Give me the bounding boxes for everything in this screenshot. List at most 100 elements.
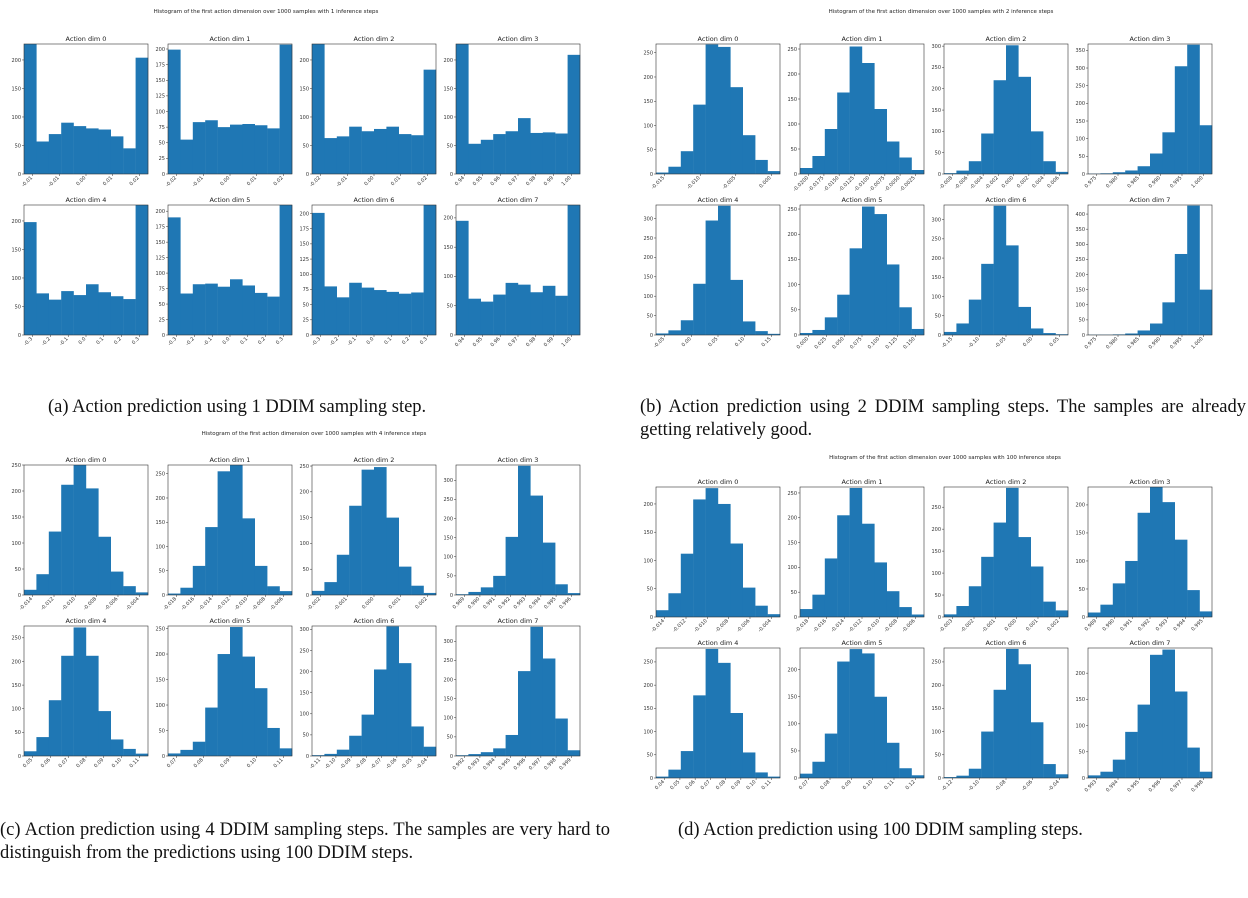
x-tick-label: 0.98 (525, 336, 537, 348)
histogram-bar (800, 168, 813, 174)
y-tick-label: 0 (18, 593, 21, 599)
histogram-bar (981, 731, 994, 778)
y-tick-label: 50 (15, 304, 21, 310)
x-tick-label: 0.000 (796, 336, 810, 350)
x-tick-label: 0.002 (414, 596, 428, 610)
plot-frame (799, 43, 925, 175)
y-tick-label: 250 (1075, 257, 1085, 263)
histogram-bar (205, 120, 218, 174)
y-tick-label: 50 (303, 143, 309, 149)
y-tick-label: 50 (303, 567, 309, 573)
x-tick-label: -0.004 (125, 596, 141, 612)
y-tick-label: 200 (155, 496, 165, 502)
histogram-bar (505, 536, 519, 595)
x-tick-label: -0.012 (848, 618, 864, 634)
x-tick-label: -0.3 (23, 336, 34, 347)
y-tick-label: 100 (787, 122, 797, 128)
y-tick-label: 200 (155, 209, 165, 215)
y-tick-label: 150 (11, 515, 21, 521)
panel-title: Action dim 7 (1130, 196, 1171, 204)
histogram-bar (874, 696, 887, 778)
histogram-bar (398, 134, 412, 174)
histogram-bar (1199, 771, 1213, 778)
y-tick-label: 50 (447, 304, 453, 310)
y-tick-label: 100 (1075, 303, 1085, 309)
y-tick-label: 0 (1082, 615, 1085, 621)
histogram-bar (755, 772, 768, 778)
x-tick-label: -0.010 (234, 596, 250, 612)
y-tick-label: 0 (650, 615, 653, 621)
y-tick-label: 300 (931, 217, 941, 223)
x-tick-label: -0.012 (672, 618, 688, 634)
histogram-bar (755, 331, 768, 335)
x-tick-label: 0.07 (166, 757, 178, 769)
x-tick-label: -0.006 (104, 596, 120, 612)
x-tick-label: 0.992 (497, 596, 511, 610)
y-tick-label: 50 (447, 143, 453, 149)
x-tick-label: 0.1 (239, 336, 249, 346)
x-tick-label: -0.008 (82, 596, 98, 612)
y-tick-label: 125 (299, 257, 309, 263)
y-tick-label: 150 (931, 706, 941, 712)
histogram-bar (48, 700, 62, 756)
y-tick-label: 150 (787, 695, 797, 701)
y-tick-label: 200 (787, 72, 797, 78)
histogram-bar (911, 775, 925, 778)
histogram-bar (1125, 170, 1138, 174)
y-tick-label: 100 (931, 571, 941, 577)
panel-title: Action dim 2 (986, 35, 1027, 43)
panel-title: Action dim 0 (66, 456, 107, 464)
y-tick-label: 50 (935, 314, 941, 320)
histogram-bar (1150, 654, 1163, 778)
histogram-bar (1125, 731, 1138, 778)
panel-title: Action dim 7 (498, 617, 539, 625)
x-tick-label: 0.985 (1126, 175, 1140, 189)
histogram-bar (886, 141, 900, 174)
x-tick-label: 0.150 (902, 336, 916, 350)
x-tick-label: -0.0100 (853, 175, 871, 193)
histogram-bar (336, 554, 350, 595)
y-tick-label: 200 (11, 659, 21, 665)
histogram-bar (862, 653, 875, 778)
histogram-bar (730, 713, 743, 778)
panel-title: Action dim 4 (66, 196, 107, 204)
panel-title: Action dim 1 (210, 35, 251, 43)
histogram-bar (1174, 539, 1188, 617)
x-tick-label: 0.000 (361, 596, 375, 610)
y-tick-label: 25 (159, 317, 165, 323)
y-tick-label: 200 (443, 677, 453, 683)
x-tick-label: 0.980 (1105, 175, 1119, 189)
histogram-bar (493, 748, 506, 756)
y-tick-label: 200 (299, 669, 309, 675)
histogram-bar (767, 776, 781, 778)
y-tick-label: 0 (450, 172, 453, 178)
histogram-bar (899, 307, 912, 335)
histogram-bar (110, 296, 124, 335)
y-tick-label: 50 (1079, 587, 1085, 593)
histogram-bar (1018, 664, 1031, 778)
y-tick-label: 150 (643, 530, 653, 536)
y-tick-label: 150 (1075, 531, 1085, 537)
y-tick-label: 50 (647, 313, 653, 319)
figure-title-2: Histogram of the first action dimension … (202, 431, 427, 437)
histogram-bar (899, 768, 912, 778)
x-tick-label: 0.95 (472, 336, 484, 348)
y-tick-label: 50 (303, 302, 309, 308)
y-tick-label: 50 (447, 735, 453, 741)
y-tick-label: 250 (931, 237, 941, 243)
x-tick-label: -0.06 (385, 757, 398, 770)
x-tick-label: 0.99 (543, 175, 555, 187)
histogram-bar (324, 753, 337, 756)
panel-title: Action dim 1 (842, 35, 883, 43)
x-tick-label: 0.09 (841, 779, 853, 791)
x-tick-label: 0.997 (1169, 779, 1183, 793)
histogram-bar (1162, 649, 1175, 778)
y-tick-label: 200 (299, 490, 309, 496)
y-tick-label: 0 (794, 172, 797, 178)
y-tick-label: 350 (1075, 48, 1085, 54)
y-tick-label: 100 (299, 712, 309, 718)
histogram-bar (168, 49, 181, 174)
x-tick-label: 0.996 (1148, 779, 1162, 793)
histogram-bar (180, 139, 193, 174)
histogram-bar (968, 161, 982, 174)
